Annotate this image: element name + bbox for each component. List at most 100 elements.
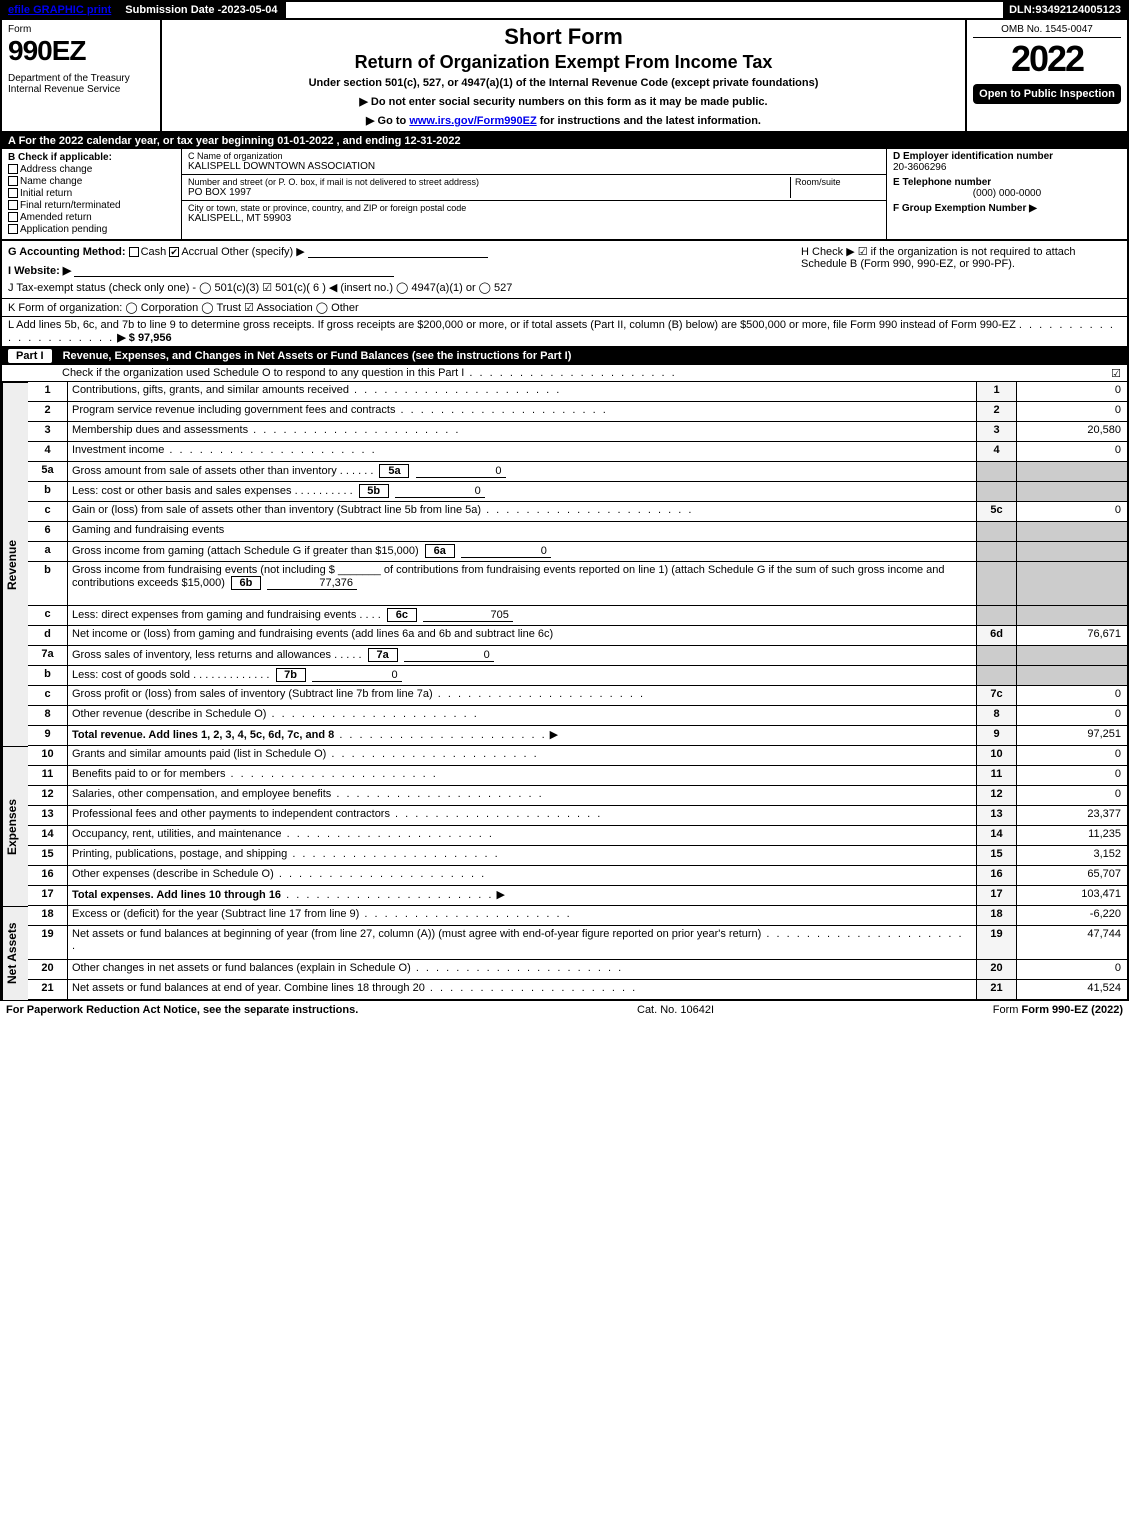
c-city-label: City or town, state or province, country… bbox=[188, 203, 880, 213]
l6b-amt bbox=[1017, 562, 1127, 606]
l21-amt: 41,524 bbox=[1017, 980, 1127, 1000]
l9-amt: 97,251 bbox=[1017, 726, 1127, 746]
l6d-desc: Net income or (loss) from gaming and fun… bbox=[68, 626, 977, 646]
chk-initial-return[interactable]: Initial return bbox=[8, 188, 175, 199]
l11-num: 11 bbox=[28, 766, 68, 786]
subtitle: Under section 501(c), 527, or 4947(a)(1)… bbox=[170, 77, 957, 89]
col-b-checkboxes: B Check if applicable: Address change Na… bbox=[2, 149, 182, 239]
c-room-label: Room/suite bbox=[795, 177, 880, 187]
l17-num: 17 bbox=[28, 886, 68, 906]
l1-num: 1 bbox=[28, 382, 68, 402]
l9-desc: Total revenue. Add lines 1, 2, 3, 4, 5c,… bbox=[68, 726, 977, 746]
l1-ln: 1 bbox=[977, 382, 1017, 402]
d-ein: 20-3606296 bbox=[893, 162, 946, 173]
row-a-period: A For the 2022 calendar year, or tax yea… bbox=[0, 133, 1129, 149]
part-i-grid: Revenue 1 Contributions, gifts, grants, … bbox=[0, 382, 1129, 1000]
l17-ln: 17 bbox=[977, 886, 1017, 906]
c-city: KALISPELL, MT 59903 bbox=[188, 213, 880, 224]
department: Department of the Treasury Internal Reve… bbox=[8, 73, 154, 95]
chk-name-change[interactable]: Name change bbox=[8, 176, 175, 187]
part-i-title: Revenue, Expenses, and Changes in Net As… bbox=[63, 350, 572, 362]
l14-desc: Occupancy, rent, utilities, and maintena… bbox=[68, 826, 977, 846]
efile-label: efile GRAPHIC print bbox=[2, 2, 119, 18]
l16-num: 16 bbox=[28, 866, 68, 886]
l5c-desc: Gain or (loss) from sale of assets other… bbox=[68, 502, 977, 522]
header-right: OMB No. 1545-0047 2022 Open to Public In… bbox=[967, 20, 1127, 131]
l16-ln: 16 bbox=[977, 866, 1017, 886]
l2-ln: 2 bbox=[977, 402, 1017, 422]
l6b-num: b bbox=[28, 562, 68, 606]
part-i-header: Part I Revenue, Expenses, and Changes in… bbox=[0, 347, 1129, 365]
form-word: Form bbox=[8, 24, 154, 35]
l6a-desc: Gross income from gaming (attach Schedul… bbox=[68, 542, 977, 562]
l5a-num: 5a bbox=[28, 462, 68, 482]
l11-ln: 11 bbox=[977, 766, 1017, 786]
l3-desc: Membership dues and assessments bbox=[68, 422, 977, 442]
footer-mid: Cat. No. 10642I bbox=[637, 1004, 714, 1016]
l8-ln: 8 bbox=[977, 706, 1017, 726]
irs-link[interactable]: www.irs.gov/Form990EZ bbox=[409, 115, 536, 127]
l14-amt: 11,235 bbox=[1017, 826, 1127, 846]
l10-amt: 0 bbox=[1017, 746, 1127, 766]
chk-address-change[interactable]: Address change bbox=[8, 164, 175, 175]
l21-num: 21 bbox=[28, 980, 68, 1000]
l21-desc: Net assets or fund balances at end of ye… bbox=[68, 980, 977, 1000]
l5b-num: b bbox=[28, 482, 68, 502]
section-ghij: G Accounting Method: Cash Accrual Other … bbox=[0, 241, 1129, 299]
l19-ln: 19 bbox=[977, 926, 1017, 960]
l4-ln: 4 bbox=[977, 442, 1017, 462]
l8-desc: Other revenue (describe in Schedule O) bbox=[68, 706, 977, 726]
f-group-label: F Group Exemption Number ▶ bbox=[893, 203, 1037, 214]
l7b-amt bbox=[1017, 666, 1127, 686]
l15-amt: 3,152 bbox=[1017, 846, 1127, 866]
l7b-num: b bbox=[28, 666, 68, 686]
l5a-ln bbox=[977, 462, 1017, 482]
l6-amt bbox=[1017, 522, 1127, 542]
part-i-check: Check if the organization used Schedule … bbox=[0, 365, 1129, 382]
l5b-ln bbox=[977, 482, 1017, 502]
l12-desc: Salaries, other compensation, and employ… bbox=[68, 786, 977, 806]
l13-desc: Professional fees and other payments to … bbox=[68, 806, 977, 826]
l13-num: 13 bbox=[28, 806, 68, 826]
chk-final-return[interactable]: Final return/terminated bbox=[8, 200, 175, 211]
l19-desc: Net assets or fund balances at beginning… bbox=[68, 926, 977, 960]
vtab-revenue: Revenue bbox=[2, 382, 28, 746]
col-c-org: C Name of organization KALISPELL DOWNTOW… bbox=[182, 149, 887, 239]
efile-link[interactable]: efile GRAPHIC print bbox=[8, 4, 111, 16]
row-j: J Tax-exempt status (check only one) - ◯… bbox=[8, 281, 797, 294]
l3-num: 3 bbox=[28, 422, 68, 442]
l19-num: 19 bbox=[28, 926, 68, 960]
l4-amt: 0 bbox=[1017, 442, 1127, 462]
l12-num: 12 bbox=[28, 786, 68, 806]
l4-num: 4 bbox=[28, 442, 68, 462]
l12-amt: 0 bbox=[1017, 786, 1127, 806]
submission-date: Submission Date - 2023-05-04 bbox=[119, 2, 285, 18]
l12-ln: 12 bbox=[977, 786, 1017, 806]
chk-amended-return[interactable]: Amended return bbox=[8, 212, 175, 223]
l14-num: 14 bbox=[28, 826, 68, 846]
l13-ln: 13 bbox=[977, 806, 1017, 826]
l20-num: 20 bbox=[28, 960, 68, 980]
vtab-expenses: Expenses bbox=[2, 746, 28, 906]
chk-cash[interactable] bbox=[129, 247, 139, 257]
row-k: K Form of organization: ◯ Corporation ◯ … bbox=[0, 299, 1129, 317]
l7c-ln: 7c bbox=[977, 686, 1017, 706]
page-footer: For Paperwork Reduction Act Notice, see … bbox=[0, 1000, 1129, 1019]
header-center: Short Form Return of Organization Exempt… bbox=[162, 20, 967, 131]
b-label: B Check if applicable: bbox=[8, 152, 112, 163]
chk-accrual[interactable] bbox=[169, 247, 179, 257]
l9-ln: 9 bbox=[977, 726, 1017, 746]
l7c-num: c bbox=[28, 686, 68, 706]
c-name: KALISPELL DOWNTOWN ASSOCIATION bbox=[188, 161, 880, 172]
header-left: Form 990EZ Department of the Treasury In… bbox=[2, 20, 162, 131]
instr-ssn: ▶ Do not enter social security numbers o… bbox=[170, 95, 957, 108]
chk-application-pending[interactable]: Application pending bbox=[8, 224, 175, 235]
l1-amt: 0 bbox=[1017, 382, 1127, 402]
omb-no: OMB No. 1545-0047 bbox=[973, 24, 1121, 38]
l6d-amt: 76,671 bbox=[1017, 626, 1127, 646]
l6d-ln: 6d bbox=[977, 626, 1017, 646]
l2-desc: Program service revenue including govern… bbox=[68, 402, 977, 422]
l11-desc: Benefits paid to or for members bbox=[68, 766, 977, 786]
l5c-num: c bbox=[28, 502, 68, 522]
c-name-label: C Name of organization bbox=[188, 151, 880, 161]
